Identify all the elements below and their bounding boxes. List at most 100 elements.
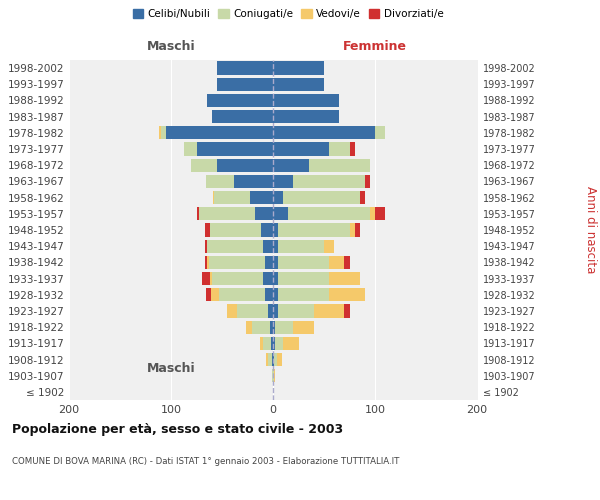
Bar [217,62,273,74]
Bar [260,336,263,350]
Bar [251,320,270,334]
Bar [268,353,272,366]
Bar [238,304,268,318]
Bar [273,288,278,302]
Bar [275,336,283,350]
Bar [272,369,273,382]
Y-axis label: Fasce di età: Fasce di età [0,195,2,265]
Bar [274,369,275,382]
Bar [344,256,349,269]
Bar [209,256,265,269]
Bar [273,256,278,269]
Bar [273,142,329,156]
Bar [263,240,273,253]
Bar [278,256,329,269]
Bar [273,336,275,350]
Text: Maschi: Maschi [146,40,196,53]
Bar [210,272,212,285]
Bar [212,110,273,124]
Bar [234,175,273,188]
Bar [375,126,385,140]
Bar [324,240,334,253]
Bar [273,304,278,318]
Bar [355,224,360,236]
Bar [275,320,293,334]
Bar [191,158,217,172]
Bar [349,142,355,156]
Bar [273,240,278,253]
Bar [205,240,206,253]
Bar [270,320,273,334]
Bar [272,353,273,366]
Bar [266,353,268,366]
Bar [274,353,277,366]
Bar [261,224,273,236]
Text: Maschi: Maschi [146,362,196,376]
Bar [213,191,214,204]
Bar [205,224,210,236]
Bar [247,320,251,334]
Bar [329,288,365,302]
Text: Popolazione per età, sesso e stato civile - 2003: Popolazione per età, sesso e stato civil… [12,422,343,436]
Bar [217,158,273,172]
Text: Femmine: Femmine [343,40,407,53]
Bar [273,78,324,91]
Bar [273,158,309,172]
Bar [202,272,210,285]
Text: COMUNE DI BOVA MARINA (RC) - Dati ISTAT 1° gennaio 2003 - Elaborazione TUTTITALI: COMUNE DI BOVA MARINA (RC) - Dati ISTAT … [12,458,400,466]
Bar [210,224,261,236]
Bar [329,272,360,285]
Bar [283,191,360,204]
Bar [227,304,238,318]
Bar [273,320,275,334]
Bar [161,126,166,140]
Bar [349,224,355,236]
Bar [314,304,344,318]
Bar [278,304,314,318]
Bar [273,207,289,220]
Bar [283,336,299,350]
Bar [263,336,271,350]
Bar [273,110,340,124]
Bar [273,126,375,140]
Bar [277,353,282,366]
Bar [212,272,263,285]
Legend: Celibi/Nubili, Coniugati/e, Vedovi/e, Divorziati/e: Celibi/Nubili, Coniugati/e, Vedovi/e, Di… [128,5,448,24]
Bar [273,353,274,366]
Bar [205,256,206,269]
Bar [199,207,254,220]
Bar [273,175,293,188]
Bar [254,207,273,220]
Bar [273,272,278,285]
Bar [370,207,375,220]
Bar [265,288,273,302]
Bar [293,175,365,188]
Bar [206,256,209,269]
Bar [289,207,370,220]
Bar [278,240,324,253]
Bar [206,94,273,107]
Bar [263,272,273,285]
Bar [273,224,278,236]
Bar [265,256,273,269]
Bar [211,288,219,302]
Bar [309,158,370,172]
Bar [329,256,344,269]
Bar [268,304,273,318]
Bar [273,94,340,107]
Bar [197,142,273,156]
Bar [271,336,273,350]
Bar [365,175,370,188]
Bar [206,288,211,302]
Bar [273,369,274,382]
Bar [159,126,161,140]
Bar [278,224,349,236]
Text: Anni di nascita: Anni di nascita [584,186,597,274]
Bar [329,142,349,156]
Bar [293,320,314,334]
Bar [278,272,329,285]
Bar [278,288,329,302]
Bar [219,288,265,302]
Bar [375,207,385,220]
Bar [206,175,234,188]
